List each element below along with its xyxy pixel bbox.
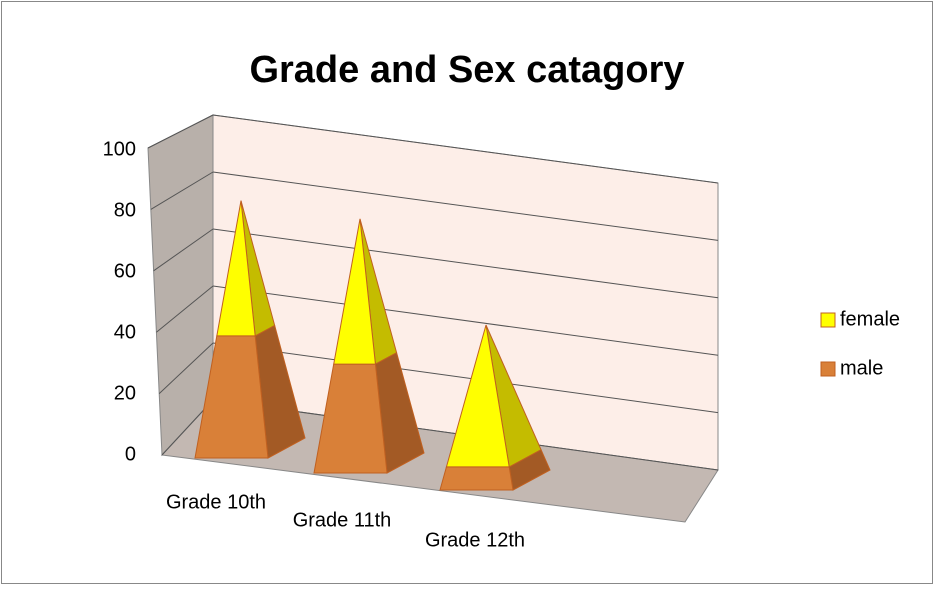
y-tick-label: 20 — [114, 382, 136, 404]
pyramid-segment — [439, 466, 514, 491]
pyramid-segment — [445, 324, 510, 468]
grid-line — [212, 171, 719, 241]
legend-label: female — [840, 308, 900, 330]
pyramid-segment — [333, 218, 376, 365]
legend-swatch — [820, 361, 836, 377]
x-tick-label: Grade 12th — [425, 529, 525, 551]
grid-line — [147, 114, 214, 149]
grid-line — [156, 285, 214, 333]
grid-line — [212, 114, 719, 184]
grid-line — [212, 228, 719, 299]
grid-line — [150, 171, 214, 210]
x-tick-label: Grade 11th — [293, 509, 392, 531]
y-tick-label: 80 — [114, 199, 136, 221]
chart-title: Grade and Sex catagory — [249, 49, 684, 91]
grid-line — [212, 285, 719, 356]
y-tick-label: 100 — [103, 138, 136, 160]
legend-label: male — [840, 357, 883, 379]
pyramid-segment — [216, 200, 256, 337]
grid-line — [212, 342, 719, 414]
grid-line — [158, 342, 214, 394]
y-tick-label: 0 — [125, 443, 136, 465]
grid-line — [153, 228, 214, 272]
y-tick-label: 40 — [114, 321, 136, 343]
legend-swatch — [820, 312, 836, 328]
y-tick-label: 60 — [114, 260, 136, 282]
x-tick-label: Grade 10th — [166, 491, 266, 513]
